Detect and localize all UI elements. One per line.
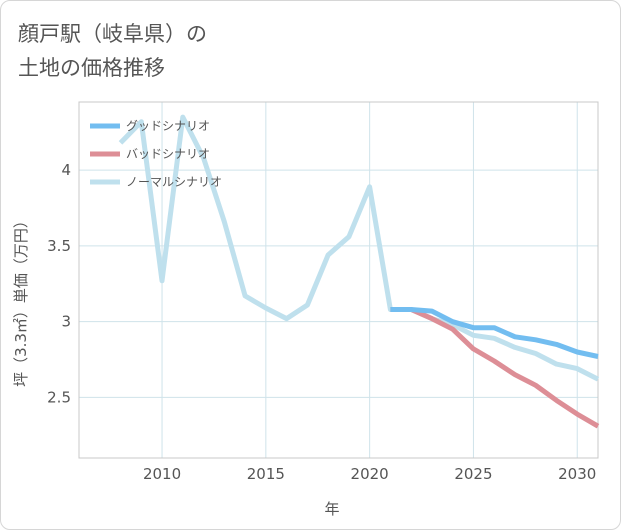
tick-labels: 2010 2015 2020 2025 2030 2.5 3 3.5 4 [47,161,596,483]
series-line [390,307,599,359]
x-tick-label: 2015 [247,465,285,483]
y-axis-label: 坪（3.3㎡）単価（万円） [12,213,30,387]
legend-label: ノーマルシナリオ [126,175,222,189]
y-tick-label: 4 [61,161,71,179]
x-tick-label: 2010 [143,465,181,483]
x-tick-label: 2025 [454,465,492,483]
x-tick-label: 2030 [558,465,596,483]
series-line [390,307,600,429]
plot-area-border [78,101,599,459]
legend-label: グッドシナリオ [126,119,210,133]
series-line [118,114,600,382]
chart-title: 顔戸駅（岐阜県）の 土地の価格推移 [18,17,207,85]
y-tick-label: 3.5 [47,237,71,255]
x-tick-label: 2020 [351,465,389,483]
chart-title-line-1: 顔戸駅（岐阜県）の [18,22,207,46]
x-axis-label: 年 [324,500,339,518]
legend-label: バッドシナリオ [126,147,210,161]
y-tick-label: 3 [61,313,71,331]
series-group [118,114,600,429]
chart-title-line-2: 土地の価格推移 [18,56,165,80]
y-tick-label: 2.5 [47,388,71,406]
